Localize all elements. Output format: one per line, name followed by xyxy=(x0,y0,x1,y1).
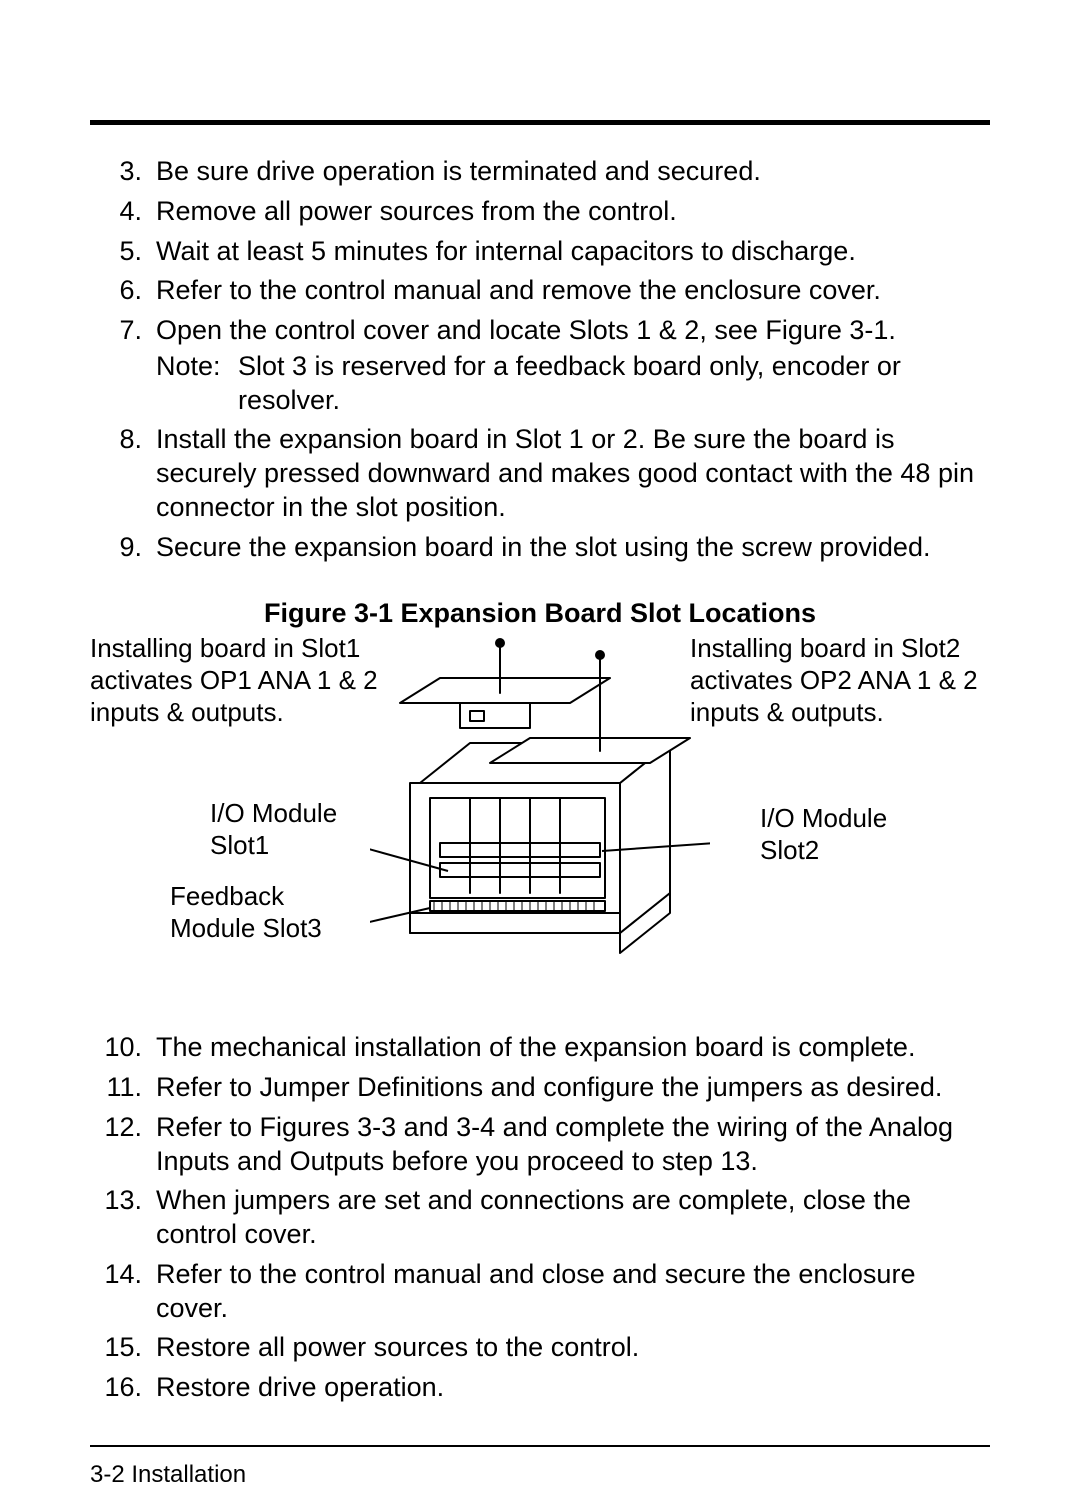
step-item: 12. Refer to Figures 3-3 and 3-4 and com… xyxy=(90,1111,990,1179)
step-item: 16. Restore drive operation. xyxy=(90,1371,990,1405)
step-text: Restore all power sources to the control… xyxy=(156,1331,990,1365)
figure-label-feedback-slot3: Feedback Module Slot3 xyxy=(170,881,370,944)
step-item: 10. The mechanical installation of the e… xyxy=(90,1031,990,1065)
step-number: 16. xyxy=(90,1371,156,1405)
step-number: 12. xyxy=(90,1111,156,1145)
figure-caption: Figure 3-1 Expansion Board Slot Location… xyxy=(90,598,990,629)
step-text: Wait at least 5 minutes for internal cap… xyxy=(156,235,990,269)
step-number: 3. xyxy=(90,155,156,189)
step-number: 4. xyxy=(90,195,156,229)
step-item: 5. Wait at least 5 minutes for internal … xyxy=(90,235,990,269)
step-text: Refer to the control manual and remove t… xyxy=(156,274,990,308)
step-item: 6. Refer to the control manual and remov… xyxy=(90,274,990,308)
step-number: 14. xyxy=(90,1258,156,1292)
step-text: Refer to the control manual and close an… xyxy=(156,1258,990,1326)
steps-top-list: 3. Be sure drive operation is terminated… xyxy=(90,155,990,564)
step-text: The mechanical installation of the expan… xyxy=(156,1031,990,1065)
step-text: When jumpers are set and connections are… xyxy=(156,1184,990,1252)
step-number: 8. xyxy=(90,423,156,457)
top-rule xyxy=(90,120,990,125)
step-text-main: Open the control cover and locate Slots … xyxy=(156,315,896,345)
step-text: Refer to Jumper Definitions and configur… xyxy=(156,1071,990,1105)
step-item: 4. Remove all power sources from the con… xyxy=(90,195,990,229)
step-number: 7. xyxy=(90,314,156,348)
steps-bottom-list: 10. The mechanical installation of the e… xyxy=(90,1031,990,1405)
step-number: 10. xyxy=(90,1031,156,1065)
figure-label-io-slot2: I/O Module Slot2 xyxy=(760,803,920,866)
step-item: 15. Restore all power sources to the con… xyxy=(90,1331,990,1365)
step-number: 13. xyxy=(90,1184,156,1218)
step-number: 15. xyxy=(90,1331,156,1365)
step-item: 13. When jumpers are set and connections… xyxy=(90,1184,990,1252)
figure-block: Figure 3-1 Expansion Board Slot Location… xyxy=(90,598,990,1003)
step-note: Note: Slot 3 is reserved for a feedback … xyxy=(156,350,990,418)
page-footer: 3-2 Installation xyxy=(90,1461,990,1489)
step-text: Remove all power sources from the contro… xyxy=(156,195,990,229)
step-text: Open the control cover and locate Slots … xyxy=(156,314,990,417)
step-text: Refer to Figures 3-3 and 3-4 and complet… xyxy=(156,1111,990,1179)
step-item: 7. Open the control cover and locate Slo… xyxy=(90,314,990,417)
step-number: 11. xyxy=(90,1071,156,1105)
step-text: Install the expansion board in Slot 1 or… xyxy=(156,423,990,524)
note-label: Note: xyxy=(156,350,238,418)
figure-body: Installing board in Slot1 activates OP1 … xyxy=(90,633,990,1003)
step-number: 6. xyxy=(90,274,156,308)
bottom-rule xyxy=(90,1445,990,1447)
step-item: 9. Secure the expansion board in the slo… xyxy=(90,531,990,565)
step-text: Secure the expansion board in the slot u… xyxy=(156,531,990,565)
step-item: 3. Be sure drive operation is terminated… xyxy=(90,155,990,189)
step-item: 14. Refer to the control manual and clos… xyxy=(90,1258,990,1326)
note-text: Slot 3 is reserved for a feedback board … xyxy=(238,350,990,418)
figure-label-top-left: Installing board in Slot1 activates OP1 … xyxy=(90,633,390,728)
step-text: Restore drive operation. xyxy=(156,1371,990,1405)
step-number: 5. xyxy=(90,235,156,269)
expansion-board-diagram-icon xyxy=(370,633,710,993)
page: 3. Be sure drive operation is terminated… xyxy=(0,0,1080,1511)
step-item: 8. Install the expansion board in Slot 1… xyxy=(90,423,990,524)
figure-label-top-right: Installing board in Slot2 activates OP2 … xyxy=(690,633,990,728)
figure-label-io-slot1: I/O Module Slot1 xyxy=(210,798,370,861)
step-item: 11. Refer to Jumper Definitions and conf… xyxy=(90,1071,990,1105)
step-text: Be sure drive operation is terminated an… xyxy=(156,155,990,189)
step-number: 9. xyxy=(90,531,156,565)
